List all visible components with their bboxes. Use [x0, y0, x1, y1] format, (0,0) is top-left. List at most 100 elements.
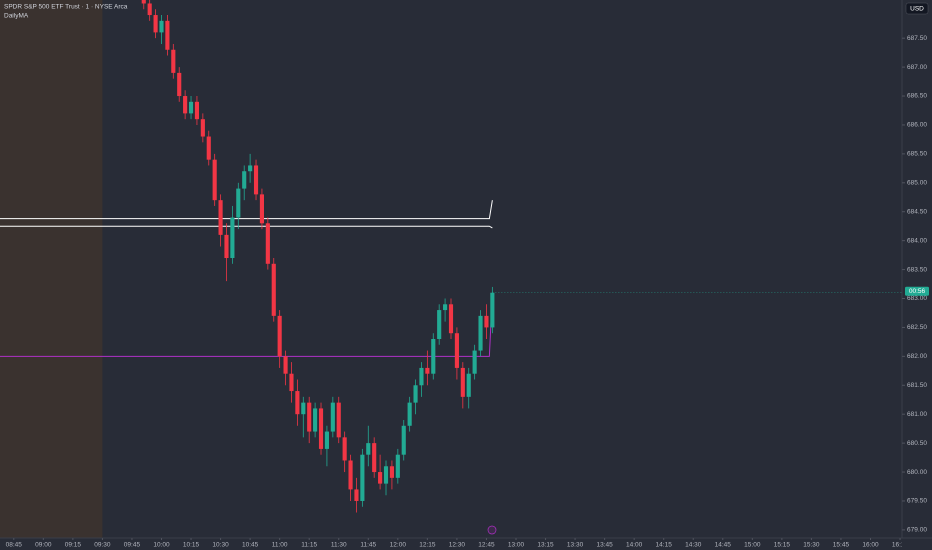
- x-tick-label: 12:00: [390, 542, 407, 549]
- candle-body: [348, 460, 353, 490]
- y-tick-label: 687.00: [907, 64, 927, 71]
- candle-body: [141, 0, 146, 4]
- candle-body: [289, 373, 294, 392]
- y-tick-label: 679.50: [907, 498, 927, 505]
- candle-body: [425, 367, 430, 374]
- candle-body: [478, 315, 483, 351]
- x-tick-label: 16:15: [892, 542, 909, 549]
- y-tick-label: 684.50: [907, 208, 927, 215]
- candle-body: [454, 333, 459, 368]
- candle-body: [407, 402, 412, 426]
- candle-body: [460, 367, 465, 397]
- x-tick-label: 09:45: [124, 542, 141, 549]
- y-tick-label: 679.00: [907, 527, 927, 534]
- candle-body: [354, 489, 359, 501]
- x-tick-label: 10:30: [212, 542, 229, 549]
- x-tick-label: 08:45: [6, 542, 23, 549]
- premarket-shade: [0, 0, 103, 538]
- y-tick-label: 683.50: [907, 266, 927, 273]
- y-tick-label: 681.50: [907, 382, 927, 389]
- candle-body: [200, 119, 205, 137]
- candle-body: [159, 20, 164, 33]
- candle-body: [401, 425, 406, 455]
- candle-body: [318, 408, 324, 449]
- x-axis: 08:45 09:00 09:15 09:30 09:45 10:00 10:15 10:30…: [6, 538, 909, 549]
- y-tick-label: 682.50: [907, 324, 927, 331]
- candle-body: [218, 200, 223, 235]
- x-tick-label: 11:45: [360, 542, 376, 549]
- candle-body: [366, 443, 371, 455]
- y-tick-label: 681.00: [907, 411, 927, 418]
- x-tick-label: 12:30: [449, 542, 466, 549]
- x-tick-label: 10:45: [242, 542, 259, 549]
- candle-body: [443, 304, 448, 311]
- candle-body: [153, 15, 158, 33]
- candle-body: [230, 217, 235, 259]
- price-tag: [905, 286, 929, 296]
- candle-body: [253, 165, 259, 195]
- candle-body: [389, 466, 394, 478]
- candle-body: [236, 188, 241, 218]
- candle-body: [372, 443, 377, 473]
- x-tick-label: 09:00: [35, 542, 52, 549]
- candle-body: [342, 437, 347, 461]
- candle-body: [248, 165, 253, 172]
- x-tick-label: 09:30: [94, 542, 111, 549]
- candle-body: [271, 263, 276, 316]
- candle-body: [188, 101, 194, 114]
- x-tick-label: 10:00: [153, 542, 170, 549]
- x-tick-label: 12:45: [478, 542, 495, 549]
- y-tick-label: 682.00: [907, 353, 927, 360]
- y-tick-label: 685.50: [907, 151, 927, 158]
- x-tick-label: 14:45: [715, 542, 732, 549]
- x-tick-label: 14:15: [656, 542, 673, 549]
- candle-body: [360, 454, 365, 501]
- y-tick-label: 680.50: [907, 440, 927, 447]
- x-tick-label: 15:15: [774, 542, 791, 549]
- x-tick-label: 15:30: [803, 542, 820, 549]
- currency-box[interactable]: [905, 2, 929, 15]
- currency-label: USD: [910, 6, 924, 13]
- y-tick-label: 684.00: [907, 237, 927, 244]
- candle-body: [206, 136, 211, 160]
- y-tick-label: 683.00: [907, 295, 927, 302]
- x-tick-label: 11:30: [331, 542, 347, 549]
- candle-body: [307, 402, 312, 432]
- candle-body: [330, 402, 335, 432]
- candle-body: [419, 367, 424, 386]
- candle-body: [259, 194, 265, 224]
- candle-body: [147, 3, 152, 16]
- x-tick-label: 13:30: [567, 542, 584, 549]
- candle-body: [413, 385, 418, 403]
- y-tick-label: 687.50: [907, 35, 927, 42]
- x-tick-label: 13:45: [596, 542, 613, 549]
- level-line: [0, 225, 493, 229]
- axes: 679.00 679.50 680.00 680.50 681.00 681.50 682.…: [6, 35, 929, 549]
- candle-body: [395, 454, 400, 478]
- candle-body: [484, 315, 489, 328]
- candle-body: [194, 101, 200, 120]
- candle-body: [212, 159, 217, 201]
- y-tick-label: 680.00: [907, 469, 927, 476]
- x-tick-label: 15:45: [833, 542, 850, 549]
- candle-body: [183, 96, 188, 114]
- candle-body: [324, 431, 329, 449]
- plot-area: [0, 0, 902, 538]
- event-icon[interactable]: [487, 525, 497, 535]
- y-tick-label: 686.50: [907, 93, 927, 100]
- candle-body: [283, 356, 288, 374]
- candle-body: [336, 402, 341, 438]
- candle-body: [490, 292, 495, 328]
- candle-body: [277, 315, 282, 357]
- y-tick-label: 686.00: [907, 122, 927, 129]
- candle-body: [224, 234, 229, 259]
- x-tick-label: 12:15: [419, 542, 436, 549]
- candle-body: [177, 72, 182, 97]
- x-tick-label: 13:15: [537, 542, 554, 549]
- x-tick-label: 11:15: [301, 542, 317, 549]
- candle-body: [466, 373, 471, 397]
- candle-body: [448, 304, 454, 334]
- level-line: [0, 200, 493, 220]
